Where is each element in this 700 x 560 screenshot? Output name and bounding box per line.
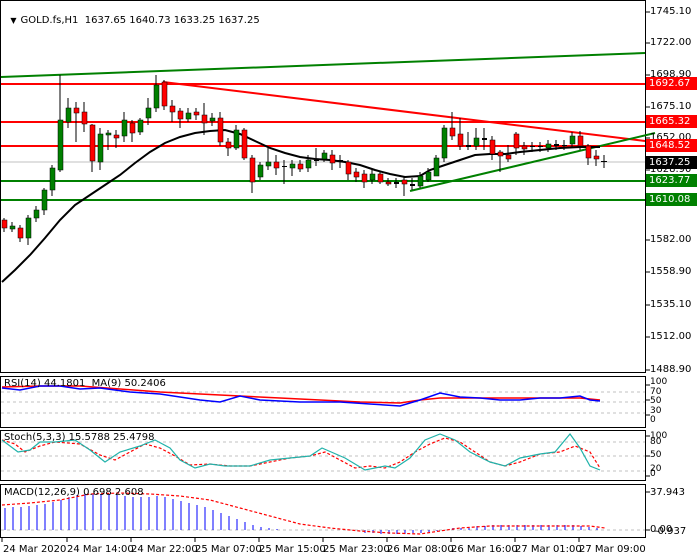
macd-panel-border bbox=[0, 484, 646, 538]
macd-tick: 37.943 bbox=[650, 487, 685, 498]
rsi-panel bbox=[1, 384, 650, 416]
x-tick: 24 Mar 22:00 bbox=[131, 544, 198, 555]
y-tick: 1698.90 bbox=[650, 69, 692, 80]
y-tick: 1558.90 bbox=[650, 266, 692, 277]
x-tick: 24 Mar 14:00 bbox=[67, 544, 134, 555]
ascending-support-trendline bbox=[409, 132, 656, 192]
triangle-down-icon[interactable]: ▼ bbox=[10, 16, 17, 25]
rsi-tick: 0 bbox=[650, 415, 656, 425]
y-tick: 1652.00 bbox=[650, 132, 692, 143]
symbol-info: GOLD.fs,H1 1637.65 1640.73 1633.25 1637.… bbox=[20, 15, 260, 26]
stoch-tick: 0 bbox=[650, 469, 656, 479]
stoch-panel-border bbox=[0, 430, 646, 481]
price-tag-1610: 1610.08 bbox=[646, 193, 697, 206]
rsi-tick: 50 bbox=[650, 396, 662, 406]
x-tick: 27 Mar 09:00 bbox=[579, 544, 646, 555]
rsi-label: RSI(14) 44.1801 MA(9) 50.2406 bbox=[4, 378, 166, 389]
rsi-tick: 70 bbox=[650, 387, 662, 397]
rsi-tick: 100 bbox=[650, 377, 668, 387]
macd-tick: -0.937 bbox=[654, 526, 687, 537]
y-tick: 1745.10 bbox=[650, 6, 692, 17]
y-tick: 1722.00 bbox=[650, 37, 692, 48]
stoch-tick: 20 bbox=[650, 464, 662, 474]
x-tick: 25 Mar 15:00 bbox=[259, 544, 326, 555]
y-tick: 1512.00 bbox=[650, 331, 692, 342]
rsi-tick: 30 bbox=[650, 406, 662, 416]
descending-resistance-trendline bbox=[162, 81, 646, 142]
y-tick: 1582.00 bbox=[650, 234, 692, 245]
x-tick: 26 Mar 16:00 bbox=[451, 544, 518, 555]
stoch-tick: 80 bbox=[650, 437, 662, 447]
stoch-tick: 100 bbox=[650, 431, 668, 441]
stoch-label: Stoch(5,3,3) 15.5788 25.4798 bbox=[4, 432, 155, 443]
upper-channel-trendline bbox=[0, 52, 646, 78]
moving-average-line bbox=[1, 128, 600, 283]
rsi-panel-border bbox=[0, 376, 646, 428]
stoch-tick: 50 bbox=[650, 450, 662, 460]
main-panel-border bbox=[0, 0, 646, 373]
macd-tick: 0.00 bbox=[650, 524, 673, 535]
price-tag-1665: 1665.32 bbox=[646, 115, 697, 128]
price-tag-1648: 1648.52 bbox=[646, 139, 697, 152]
x-tick: 26 Mar 08:00 bbox=[387, 544, 454, 555]
y-tick: 1535.10 bbox=[650, 299, 692, 310]
price-tag-1692: 1692.67 bbox=[646, 77, 697, 90]
macd-label: MACD(12,26,9) 0.698 2.608 bbox=[4, 487, 144, 498]
y-tick: 1675.10 bbox=[650, 101, 692, 112]
x-tick: 25 Mar 23:00 bbox=[323, 544, 390, 555]
x-tick: 27 Mar 01:00 bbox=[515, 544, 582, 555]
y-tick: 1628.90 bbox=[650, 164, 692, 175]
stoch-panel bbox=[1, 433, 650, 477]
y-tick: 1488.90 bbox=[650, 364, 692, 375]
candles bbox=[1, 75, 607, 245]
x-tick: 24 Mar 2020 bbox=[3, 544, 67, 555]
macd-panel bbox=[1, 491, 650, 535]
symbol-title[interactable]: ▼ GOLD.fs,H1 1637.65 1640.73 1633.25 1637… bbox=[4, 4, 260, 26]
price-tag-1623: 1623.77 bbox=[646, 174, 697, 187]
current-price-tag: 1637.25 bbox=[646, 156, 697, 169]
x-tick: 25 Mar 07:00 bbox=[195, 544, 262, 555]
